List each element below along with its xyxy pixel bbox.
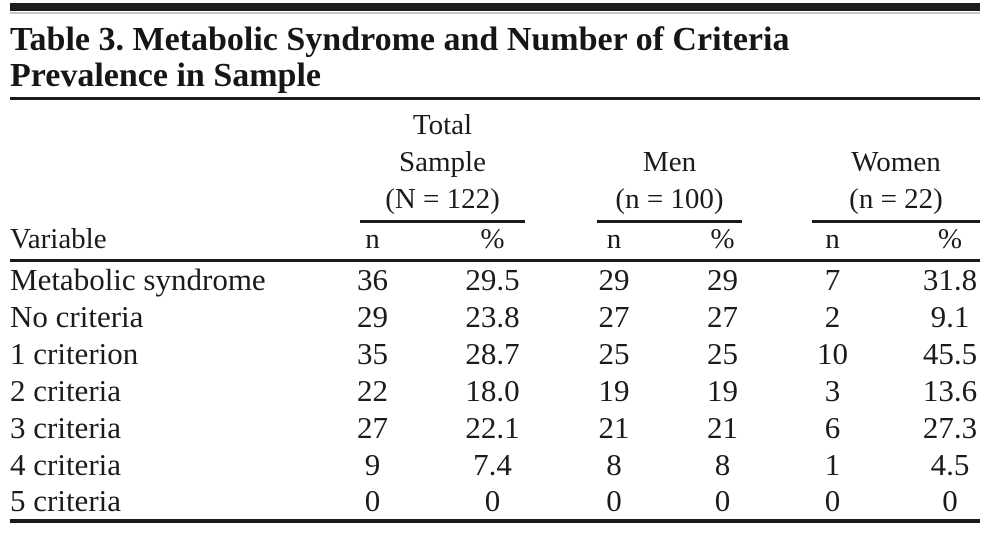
group-header-row: Total Sample (N = 122) Men (n = 100) Wom… <box>10 100 980 223</box>
cell-total-pct: 23.8 <box>465 298 520 334</box>
table-row: 1 criterion 35 28.7 25 25 10 45.5 <box>10 335 980 372</box>
cell-total-n: 9 <box>364 446 381 482</box>
total-spanner-rule: Total Sample (N = 122) <box>360 107 525 223</box>
cell-men-pct: 25 <box>707 335 738 371</box>
col-header-women-n: n <box>787 223 878 262</box>
cell-total-n: 0 <box>330 483 415 523</box>
col-header-total-n: n <box>330 223 415 262</box>
cell-total-pct: 22.1 <box>465 409 520 445</box>
cell-men-n: 29 <box>598 262 630 297</box>
cell-total-n: 27 <box>357 409 388 445</box>
table-content: Table 3. Metabolic Syndrome and Number o… <box>10 3 980 523</box>
cell-total-pct: 7.4 <box>473 446 512 482</box>
cell-women-pct: 31.8 <box>922 262 978 297</box>
group-header-spacer <box>10 100 330 223</box>
cell-total-n: 35 <box>357 335 388 371</box>
cell-men-n: 0 <box>570 483 658 523</box>
group-label-men: Men (n = 100) <box>615 146 724 215</box>
cell-men-n: 8 <box>606 446 622 482</box>
table-row: 3 criteria 27 22.1 21 21 6 27.3 <box>10 409 980 446</box>
row-label: 1 criterion <box>10 335 139 371</box>
table-body: Metabolic syndrome 36 29.5 29 29 7 31.8 … <box>10 261 980 523</box>
cell-men-pct: 29 <box>707 262 738 297</box>
cell-women-pct: 45.5 <box>922 335 978 371</box>
prevalence-table: Total Sample (N = 122) Men (n = 100) Wom… <box>10 100 980 523</box>
table-title: Table 3. Metabolic Syndrome and Number o… <box>10 21 790 94</box>
row-label: 3 criteria <box>10 409 122 445</box>
cell-men-pct: 21 <box>707 409 738 445</box>
row-label: 2 criteria <box>10 372 122 408</box>
cell-women-n: 10 <box>817 335 848 371</box>
table-header: Total Sample (N = 122) Men (n = 100) Wom… <box>10 100 980 262</box>
cell-women-n: 1 <box>824 446 841 482</box>
subheader-row: Variable n % n % n % <box>10 223 980 262</box>
top-rule-shadow <box>10 12 980 14</box>
cell-men-pct: 27 <box>707 298 738 334</box>
group-label-total: Total Sample (N = 122) <box>385 109 500 215</box>
cell-total-n: 29 <box>357 298 388 334</box>
group-header-women: Women (n = 22) <box>787 100 980 223</box>
table-row: No criteria 29 23.8 27 27 2 9.1 <box>10 298 980 335</box>
cell-women-n: 3 <box>824 372 841 408</box>
row-label: 5 criteria <box>10 483 330 523</box>
group-label-women: Women (n = 22) <box>849 146 943 215</box>
cell-total-n: 22 <box>357 372 388 408</box>
table-row: Metabolic syndrome 36 29.5 29 29 7 31.8 <box>10 261 980 299</box>
cell-women-n: 7 <box>824 262 841 297</box>
cell-men-n: 27 <box>598 298 630 334</box>
cell-men-pct: 8 <box>714 446 731 482</box>
cell-women-pct: 27.3 <box>922 409 978 445</box>
row-label: 4 criteria <box>10 446 122 482</box>
cell-women-n: 2 <box>824 298 841 334</box>
table-row: 2 criteria 22 18.0 19 19 3 13.6 <box>10 372 980 409</box>
col-header-men-pct: % <box>658 223 787 262</box>
top-rule-bar <box>10 3 980 11</box>
table-row: 5 criteria 0 0 0 0 0 0 <box>10 483 980 523</box>
cell-men-n: 25 <box>598 335 630 371</box>
cell-total-pct: 29.5 <box>465 262 520 297</box>
cell-total-pct: 18.0 <box>465 372 520 408</box>
col-header-women-pct: % <box>878 223 980 262</box>
cell-men-pct: 19 <box>707 372 738 408</box>
men-spanner-rule: Men (n = 100) <box>597 144 742 223</box>
cell-women-n: 6 <box>824 409 841 445</box>
cell-women-pct: 4.5 <box>930 446 970 482</box>
cell-women-n: 0 <box>787 483 878 523</box>
col-header-variable: Variable <box>10 223 330 262</box>
group-header-total: Total Sample (N = 122) <box>330 100 570 223</box>
col-header-total-pct: % <box>415 223 570 262</box>
cell-women-pct: 13.6 <box>922 372 978 408</box>
row-label: No criteria <box>10 298 144 334</box>
table-row: 4 criteria 9 7.4 8 8 1 4.5 <box>10 446 980 483</box>
cell-men-n: 21 <box>598 409 630 445</box>
cell-men-pct: 0 <box>658 483 787 523</box>
cell-total-pct: 0 <box>415 483 570 523</box>
title-rule <box>10 97 980 100</box>
cell-women-pct: 0 <box>878 483 980 523</box>
col-header-men-n: n <box>570 223 658 262</box>
cell-total-pct: 28.7 <box>465 335 520 371</box>
cell-total-n: 36 <box>357 262 388 297</box>
row-label: Metabolic syndrome <box>10 262 266 297</box>
women-spanner-rule: Women (n = 22) <box>812 144 980 223</box>
group-header-men: Men (n = 100) <box>570 100 787 223</box>
cell-women-pct: 9.1 <box>930 298 970 334</box>
cell-men-n: 19 <box>598 372 630 408</box>
